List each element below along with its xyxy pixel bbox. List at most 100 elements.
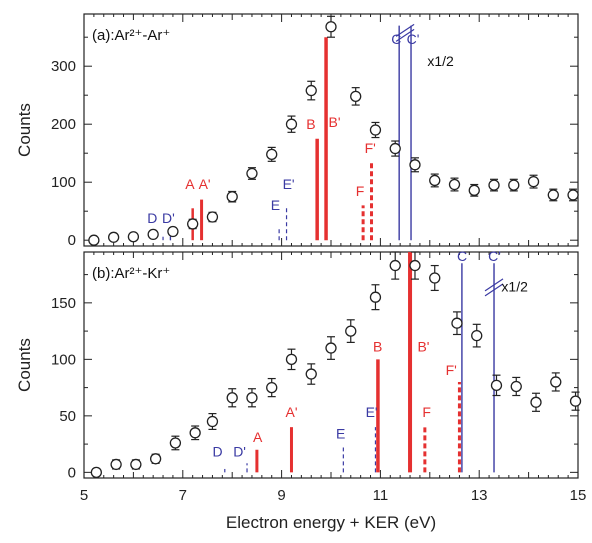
y-tick-label: 300 [51,58,76,75]
line-label: E [336,425,345,441]
data-point [409,159,421,171]
line-label: B [373,338,382,354]
data-point [246,392,258,404]
break-mark [484,278,504,292]
data-point [325,342,337,354]
x-tick-label: 13 [471,487,488,504]
line-label: D [147,210,157,226]
line-label: B' [417,338,429,354]
data-point [285,353,298,366]
line-label: A' [286,404,298,420]
line-label: E' [366,404,378,420]
data-point [206,415,219,428]
y-tick-label: 50 [59,408,76,425]
data-point [130,458,142,471]
data-point [169,437,182,449]
scale-note: x1/2 [427,53,454,69]
line-label: B' [329,114,341,130]
data-point [490,379,503,391]
data-point [508,179,520,191]
panel-title: (b):Ar²⁺-Kr⁺ [92,265,170,282]
line-label: A [253,429,263,445]
data-point [488,179,500,191]
break-mark [395,28,415,42]
line-label: F' [446,362,457,378]
y-axis-label: Counts [15,338,34,392]
scale-note: x1/2 [501,279,528,295]
line-label: C [457,248,467,264]
y-tick-label: 100 [51,351,76,368]
data-point [567,189,579,201]
line-label: D' [162,210,175,226]
data-point [448,178,461,191]
data-point [149,453,162,465]
data-point [468,184,480,196]
y-tick-label: 0 [68,464,76,481]
line-label: E [271,197,280,213]
data-point [550,376,562,388]
y-tick-label: 0 [68,232,76,249]
y-tick-label: 100 [51,174,76,191]
shared-axis-labels: 5 7 9 11 13 15 Electron energy + KER (eV) [80,487,587,532]
data-point [90,466,102,479]
data-point [189,427,201,439]
data-point [246,167,258,180]
line-label: B [306,116,315,132]
data-point [451,317,463,329]
y-tick-label: 200 [51,116,76,133]
data-point [569,395,582,407]
data-point [530,396,542,408]
data-point [266,381,278,394]
line-label: A [185,176,195,192]
panel-b: 0 50 100 150 D D' A A' E E' B B' F F' C C'x1/2 (b):Ar²⁺-… [15,248,582,481]
data-point [510,380,522,393]
line-label: D' [233,444,246,460]
data-point [285,118,298,130]
data-point [429,174,441,187]
x-tick-label: 5 [80,487,88,504]
data-point [107,231,120,243]
line-label: F' [365,140,376,156]
line-label: C' [407,31,420,47]
data-point [305,84,317,97]
data-point [187,218,199,230]
line-label: C [391,31,401,47]
data-point [305,368,317,380]
data-point [226,191,238,203]
data-point [527,175,540,188]
line-label: C' [488,248,501,264]
break-mark [484,283,504,297]
data-point [127,231,140,243]
data-point [88,234,100,246]
y-axis-label: Counts [15,103,34,157]
line-label: F [422,404,431,420]
data-point [206,211,219,223]
panel-title: (a):Ar²⁺-Ar⁺ [92,27,170,44]
data-point [389,142,401,155]
data-point [110,458,122,471]
data-point [325,21,337,33]
data-point [266,148,278,161]
data-point [409,259,421,272]
x-tick-label: 15 [570,487,587,504]
line-label: F [356,183,365,199]
x-axis-label: Electron energy + KER (eV) [226,513,436,532]
data-point [547,189,559,201]
data-point [147,228,159,241]
line-label: D [212,444,222,460]
x-tick-label: 9 [277,487,285,504]
data-point [471,329,483,342]
break-mark [395,23,415,37]
data-point [389,259,401,272]
data-point [167,225,179,238]
data-point [350,90,362,103]
data-point [345,325,357,337]
panel-a: 0 100 200 300 A A' D D' EE' B B' F F' C C' x1/2 (a):Ar²⁺… [15,13,579,249]
x-tick-label: 11 [373,487,389,504]
data-point [369,291,382,303]
line-label: E' [283,176,295,192]
data-point [369,124,382,136]
data-point [429,272,441,284]
